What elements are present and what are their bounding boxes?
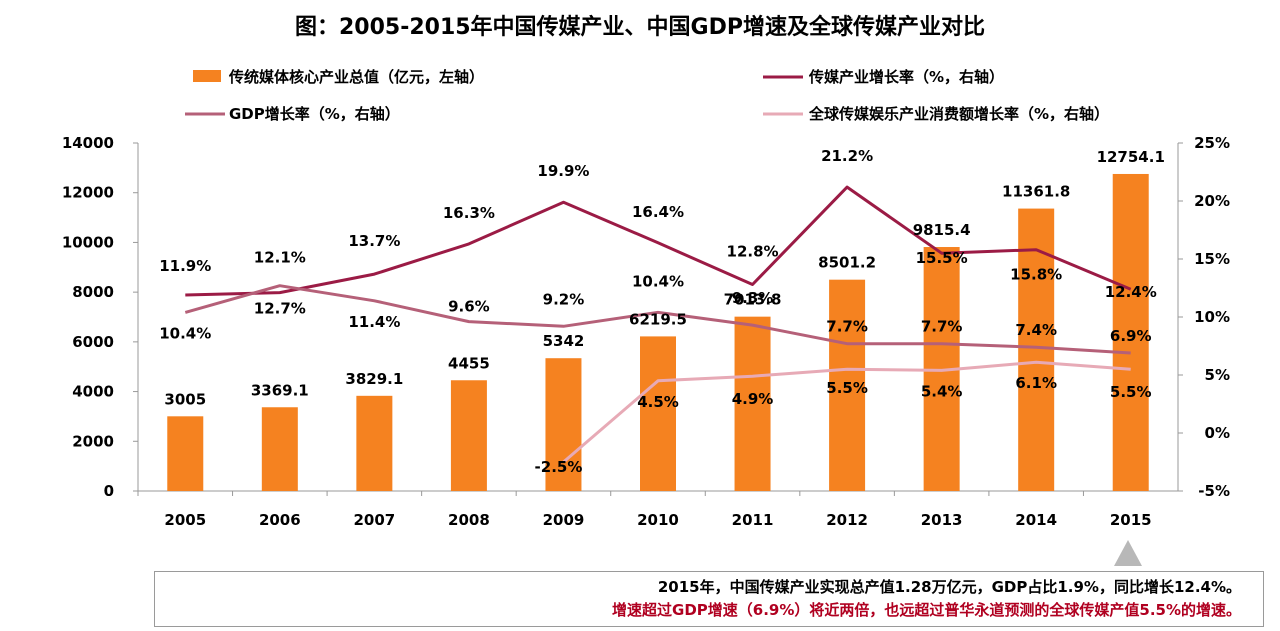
media-growth-label: 12.4% <box>1105 283 1157 301</box>
media-growth-label: 21.2% <box>821 147 873 165</box>
gdp-growth-label: 9.6% <box>448 298 490 316</box>
media-growth-label: 19.9% <box>537 162 589 180</box>
x-tick-label: 2006 <box>259 511 301 529</box>
bar-data-label: 11361.8 <box>1002 183 1070 201</box>
bar <box>640 336 676 491</box>
legend-label-global-growth: 全球传媒娱乐产业消费额增长率（%，右轴） <box>808 105 1109 123</box>
annotation-line-2: 增速超过GDP增速（6.9%）将近两倍，也远超过普华永道预测的全球传媒产值5.5… <box>612 601 1241 619</box>
gdp-growth-label: 7.4% <box>1015 321 1057 339</box>
annotation-box: 2015年，中国传媒产业实现总产值1.28万亿元，GDP占比1.9%，同比增长1… <box>154 571 1264 627</box>
bar <box>167 416 204 491</box>
media-growth-label: 11.9% <box>159 257 211 275</box>
pointer-triangle-icon <box>1114 540 1142 566</box>
legend: 传统媒体核心产业总值（亿元，左轴） 传媒产业增长率（%，右轴） GDP增长率（%… <box>185 68 1109 123</box>
bar-data-label: 8501.2 <box>818 254 876 272</box>
global-growth-label: 5.4% <box>921 382 963 400</box>
data-labels: 3005 3369.1 3829.1 4455 5342 6219.5 7013.8 8501… <box>159 147 1165 476</box>
x-tick-label: 2012 <box>826 511 868 529</box>
bar-data-label: 4455 <box>448 354 490 372</box>
left-tick-label: 4000 <box>72 383 114 401</box>
left-tick-label: 8000 <box>72 283 114 301</box>
bar <box>1112 173 1149 491</box>
global-growth-label: 4.5% <box>637 393 679 411</box>
global-growth-label: 6.1% <box>1015 374 1057 392</box>
gdp-growth-label: 6.9% <box>1110 327 1152 345</box>
media-growth-label: 16.4% <box>632 203 684 221</box>
global-growth-label: 5.5% <box>1110 383 1152 401</box>
annotation-line-1: 2015年，中国传媒产业实现总产值1.28万亿元，GDP占比1.9%，同比增长1… <box>657 578 1241 596</box>
global-growth-label: 5.5% <box>826 379 868 397</box>
media-growth-label: 12.1% <box>254 249 306 267</box>
legend-label-media-growth: 传媒产业增长率（%，右轴） <box>808 68 1004 86</box>
x-tick-label: 2010 <box>637 511 679 529</box>
line-series-group <box>184 185 1132 464</box>
line-series-2 <box>562 360 1131 464</box>
legend-swatch-bars <box>193 70 221 82</box>
global-growth-label: 4.9% <box>732 390 774 408</box>
bar <box>829 279 866 491</box>
left-tick-label: 2000 <box>72 432 114 450</box>
x-tick-label: 2008 <box>448 511 490 529</box>
right-tick-label: 5% <box>1205 366 1230 384</box>
media-growth-label: 13.7% <box>348 232 400 250</box>
media-growth-label: 15.8% <box>1010 266 1062 284</box>
x-tick-label: 2005 <box>164 511 206 529</box>
legend-label-gdp-growth: GDP增长率（%，右轴） <box>229 105 400 123</box>
bar-data-label: 3829.1 <box>345 370 403 388</box>
axes: 0 2000 4000 6000 8000 10000 12000 14000 -5% 0% 5% 1… <box>62 134 1230 529</box>
bar <box>734 316 771 491</box>
legend-label-bars: 传统媒体核心产业总值（亿元，左轴） <box>228 68 484 86</box>
bar-series <box>167 173 1149 491</box>
left-tick-label: 14000 <box>62 134 114 152</box>
gdp-growth-label: 9.3% <box>732 289 774 307</box>
bar <box>261 407 298 491</box>
line-series-0 <box>185 185 1132 297</box>
x-tick-label: 2015 <box>1110 511 1152 529</box>
gdp-growth-label: 9.2% <box>543 290 585 308</box>
bar <box>545 358 582 491</box>
left-tick-label: 6000 <box>72 333 114 351</box>
right-tick-label: 15% <box>1194 250 1230 268</box>
bar-data-label: 9815.4 <box>913 221 971 239</box>
left-tick-label: 10000 <box>62 233 114 251</box>
right-tick-label: -5% <box>1198 482 1230 500</box>
chart-title: 图：2005-2015年中国传媒产业、中国GDP增速及全球传媒产业对比 <box>295 14 985 40</box>
x-tick-label: 2011 <box>732 511 774 529</box>
gdp-growth-label: 10.4% <box>632 272 684 290</box>
media-growth-label: 15.5% <box>916 249 968 267</box>
bar-data-label: 7013.8 <box>724 291 782 309</box>
gdp-growth-label: 7.7% <box>826 318 868 336</box>
bar-data-label: 3369.1 <box>251 381 309 399</box>
bar-data-label: 3005 <box>164 390 206 408</box>
left-tick-label: 0 <box>104 482 114 500</box>
gdp-growth-label: 7.7% <box>921 318 963 336</box>
media-growth-label: 16.3% <box>443 204 495 222</box>
global-growth-label: -2.5% <box>535 458 583 476</box>
right-tick-label: 10% <box>1194 308 1230 326</box>
bar-data-label: 12754.1 <box>1097 148 1165 166</box>
gdp-growth-label: 12.7% <box>254 300 306 318</box>
gdp-growth-label: 10.4% <box>159 324 211 342</box>
bar <box>450 380 487 491</box>
line-series-1 <box>184 284 1131 355</box>
left-tick-label: 12000 <box>62 184 114 202</box>
right-tick-label: 25% <box>1194 134 1230 152</box>
x-tick-label: 2014 <box>1015 511 1057 529</box>
bar-data-label: 5342 <box>543 332 585 350</box>
right-tick-label: 20% <box>1194 192 1230 210</box>
x-tick-label: 2007 <box>353 511 395 529</box>
x-tick-label: 2013 <box>921 511 963 529</box>
gdp-growth-label: 11.4% <box>348 313 400 331</box>
media-growth-label: 12.8% <box>727 243 779 261</box>
bar <box>356 395 393 491</box>
right-tick-label: 0% <box>1205 424 1230 442</box>
bar-data-label: 6219.5 <box>629 310 687 328</box>
x-tick-label: 2009 <box>543 511 585 529</box>
